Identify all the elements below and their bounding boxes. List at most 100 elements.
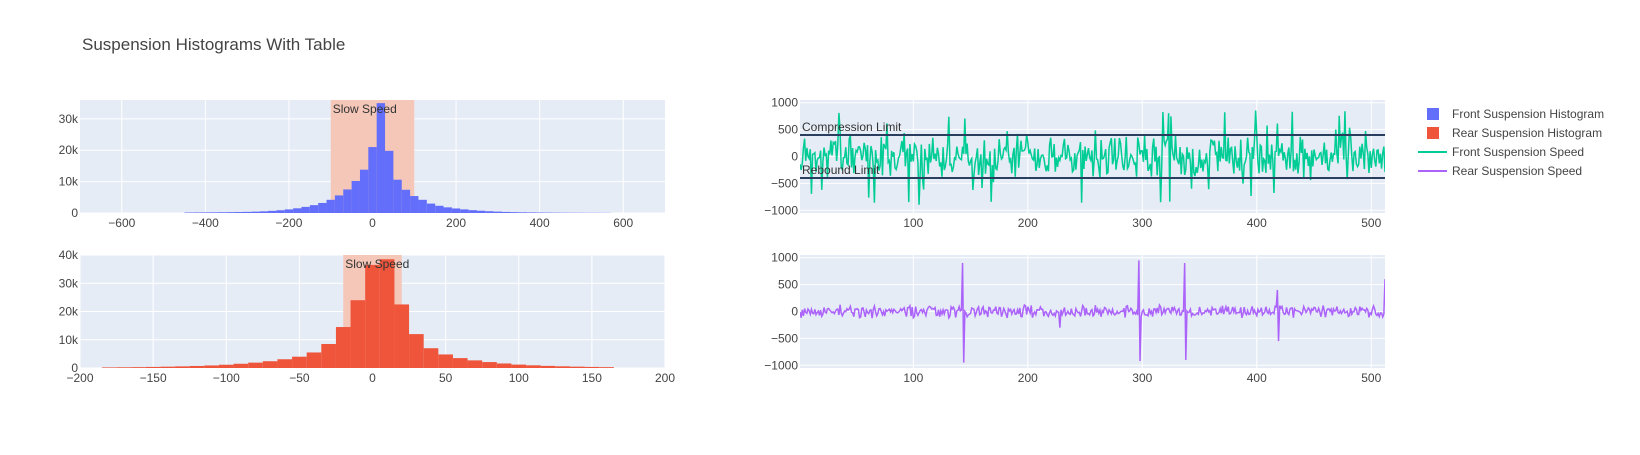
histogram-bar <box>418 200 426 213</box>
histogram-bar <box>292 357 307 368</box>
slow-speed-label: Slow Speed <box>345 257 409 271</box>
histogram-bar <box>235 212 243 213</box>
histogram-bar <box>160 367 175 368</box>
histogram-bar <box>394 304 409 368</box>
histogram-bar <box>251 212 259 213</box>
histogram-bar <box>351 300 366 368</box>
y-tick-label: 500 <box>778 123 798 137</box>
y-tick-label: −500 <box>771 176 798 190</box>
x-tick-label: 200 <box>655 371 675 385</box>
histogram-bar <box>365 265 380 368</box>
histogram-bar <box>469 210 477 213</box>
y-tick-label: −1000 <box>764 358 798 372</box>
histogram-bar <box>555 366 570 368</box>
legend-item[interactable]: Rear Suspension Speed <box>1418 164 1582 178</box>
histogram-bar <box>131 367 146 368</box>
legend-label: Rear Suspension Histogram <box>1452 126 1602 140</box>
histogram-bar <box>485 211 493 213</box>
histogram-bar <box>226 212 234 213</box>
histogram-bar <box>385 151 393 213</box>
legend[interactable]: Front Suspension Histogram Rear Suspensio… <box>1418 107 1604 178</box>
legend-label: Front Suspension Histogram <box>1452 107 1604 121</box>
histogram-bar <box>599 367 614 368</box>
histogram-bar <box>494 212 502 213</box>
histogram-bar <box>585 367 600 368</box>
x-tick-label: −200 <box>66 371 93 385</box>
histogram-bar <box>193 212 201 213</box>
legend-label: Front Suspension Speed <box>1452 145 1584 159</box>
x-tick-label: 400 <box>1247 216 1267 230</box>
histogram-bar <box>511 365 526 368</box>
y-tick-label: 0 <box>71 206 78 220</box>
histogram-bar <box>570 367 585 368</box>
y-tick-label: 30k <box>59 112 79 126</box>
y-tick-label: −500 <box>771 331 798 345</box>
legend-item[interactable]: Rear Suspension Histogram <box>1427 126 1602 140</box>
x-tick-label: 300 <box>1132 216 1152 230</box>
legend-label: Rear Suspension Speed <box>1452 164 1582 178</box>
x-tick-label: 300 <box>1132 371 1152 385</box>
x-tick-label: −100 <box>213 371 240 385</box>
histogram-bar <box>477 211 485 213</box>
y-tick-label: 1000 <box>771 251 798 265</box>
x-tick-label: 0 <box>369 216 376 230</box>
x-tick-label: −400 <box>192 216 219 230</box>
histogram-bar <box>260 211 268 213</box>
histogram-bar <box>263 361 278 368</box>
histogram-bar <box>444 207 452 213</box>
limit-label: Compression Limit <box>802 120 902 134</box>
legend-item[interactable]: Front Suspension Speed <box>1418 145 1584 159</box>
histogram-bar <box>468 360 483 368</box>
histogram-bar <box>402 190 410 213</box>
histogram-bar <box>541 366 556 368</box>
histogram-bar <box>175 366 190 368</box>
histogram-bar <box>218 212 226 213</box>
histogram-bar <box>321 344 336 368</box>
histogram-bar <box>293 208 301 213</box>
legend-item[interactable]: Front Suspension Histogram <box>1427 107 1604 121</box>
histogram-bar <box>146 367 161 368</box>
x-tick-label: 100 <box>509 371 529 385</box>
x-tick-label: 500 <box>1361 216 1381 230</box>
x-tick-label: 200 <box>1018 216 1038 230</box>
histogram-bar <box>190 366 205 368</box>
histogram-bar <box>453 358 468 368</box>
histogram-bar <box>460 209 468 213</box>
x-tick-label: 400 <box>530 216 550 230</box>
legend-swatch <box>1427 108 1439 120</box>
histogram-bar <box>248 363 263 368</box>
histogram-bar <box>310 205 318 213</box>
x-tick-label: 100 <box>903 371 923 385</box>
histogram-bar <box>277 359 292 368</box>
histogram-bar <box>243 212 251 213</box>
histogram-bar <box>410 196 418 213</box>
histogram-bar <box>335 195 343 213</box>
histogram-bar <box>301 207 309 213</box>
x-tick-label: 200 <box>446 216 466 230</box>
histogram-bar <box>204 365 219 368</box>
y-tick-label: 40k <box>59 248 79 262</box>
histogram-bar <box>201 212 209 213</box>
histogram-bar <box>497 363 512 368</box>
slow-speed-label: Slow Speed <box>333 102 397 116</box>
x-tick-label: 400 <box>1247 371 1267 385</box>
histogram-bar <box>117 367 132 368</box>
x-tick-label: −150 <box>140 371 167 385</box>
histogram-bar <box>452 208 460 213</box>
histogram-bar <box>438 354 453 368</box>
x-tick-label: 50 <box>439 371 453 385</box>
histogram-bar <box>527 212 535 213</box>
x-tick-label: −600 <box>108 216 135 230</box>
y-tick-label: 500 <box>778 278 798 292</box>
histogram-bar <box>377 103 385 213</box>
histogram-bar <box>285 209 293 213</box>
histogram-bar <box>336 327 351 368</box>
y-tick-label: 0 <box>791 150 798 164</box>
x-tick-label: 0 <box>369 371 376 385</box>
histogram-bar <box>210 212 218 213</box>
histogram-bar <box>502 212 510 213</box>
